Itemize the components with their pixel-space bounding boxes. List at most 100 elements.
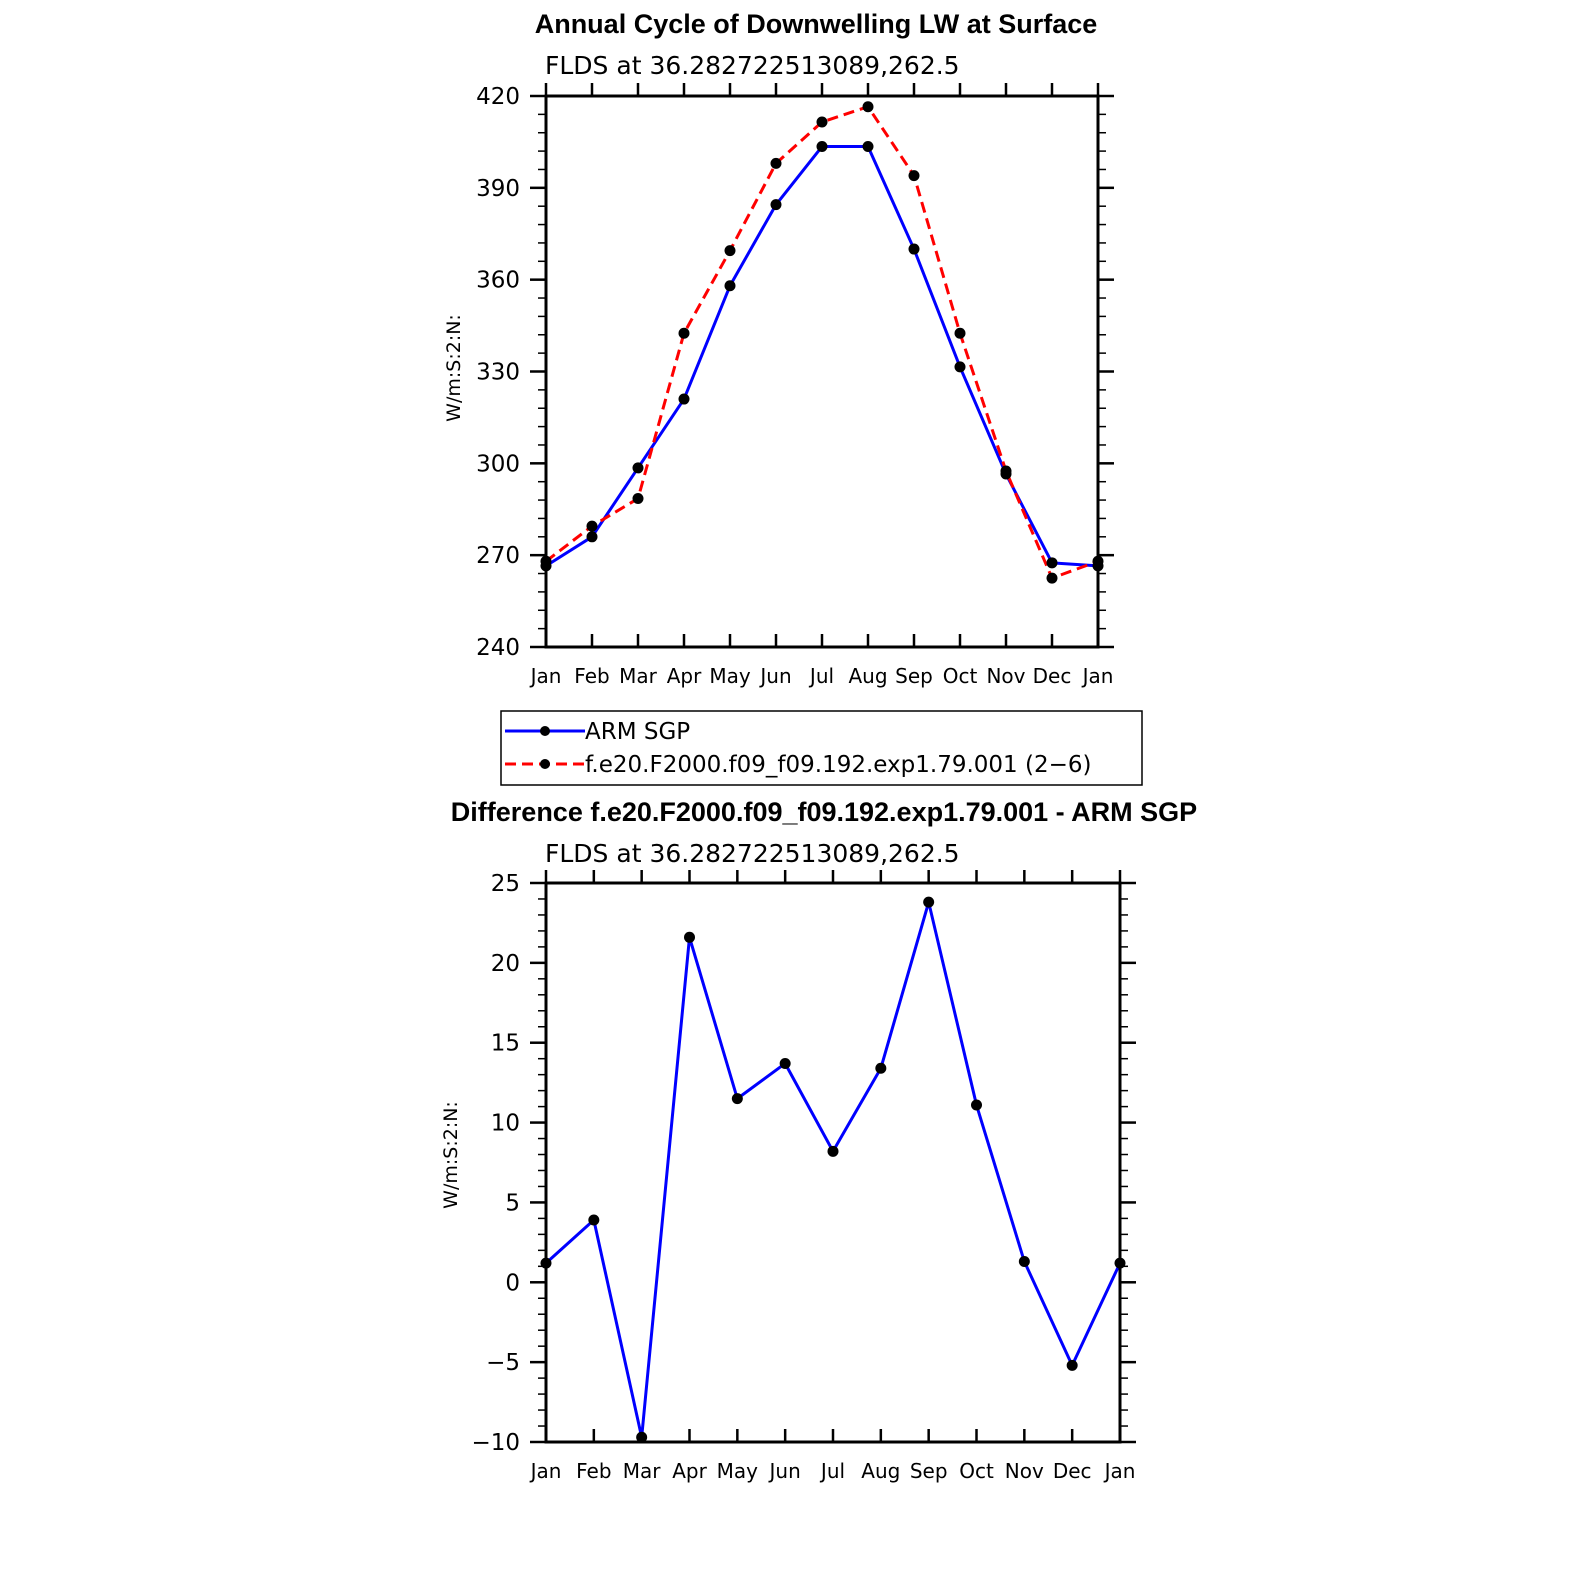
plot-series — [540, 896, 1126, 1443]
x-tick-label: Jun — [768, 1459, 801, 1483]
data-point — [678, 327, 690, 339]
data-point — [1000, 465, 1012, 477]
y-tick-labels: −10 −5 0 5 10 15 20 25 — [471, 871, 520, 1456]
x-tick-label: Jul — [819, 1459, 845, 1483]
x-tick-label: Jan — [1081, 664, 1114, 688]
data-point — [954, 327, 966, 339]
data-point — [632, 493, 644, 505]
chart-subtitle: FLDS at 36.282722513089,262.5 — [545, 839, 960, 868]
data-point — [862, 101, 874, 113]
y-tick-label: 270 — [476, 543, 520, 569]
x-tick-label: Jan — [1103, 1459, 1136, 1483]
legend-marker — [540, 726, 550, 736]
series-line-0 — [544, 900, 1122, 1439]
data-point — [954, 361, 966, 373]
x-tick-label: Jan — [529, 664, 562, 688]
x-tick-label: Dec — [1033, 664, 1072, 688]
legend-label: f.e20.F2000.f09_f09.192.exp1.79.001 (2−6… — [585, 752, 1091, 778]
y-tick-label: 390 — [476, 176, 520, 202]
data-point — [636, 1431, 648, 1443]
data-point — [770, 199, 782, 211]
y-tick-label: 15 — [491, 1031, 520, 1057]
data-point — [770, 157, 782, 169]
y-tick-label: −10 — [471, 1430, 520, 1456]
data-point — [816, 116, 828, 128]
x-tick-label: Jul — [808, 664, 834, 688]
chart-subtitle: FLDS at 36.282722513089,262.5 — [545, 51, 960, 80]
plot-frame — [544, 881, 1122, 1444]
x-tick-label: May — [709, 664, 751, 688]
data-point — [923, 896, 935, 908]
data-point — [862, 141, 874, 153]
data-point — [724, 280, 736, 292]
data-point — [724, 245, 736, 257]
data-point — [827, 1145, 839, 1157]
x-tick-labels: Jan Feb Mar Apr May Jun Jul Aug Sep Oct Nov Dec Jan — [529, 664, 1114, 688]
x-tick-label: Oct — [943, 664, 978, 688]
data-point — [586, 531, 598, 543]
y-axis-label: W/m:S:2:N: — [440, 1101, 462, 1209]
data-point — [588, 1214, 600, 1226]
data-point — [908, 170, 920, 182]
axis-ticks — [530, 83, 1114, 649]
x-tick-label: Mar — [619, 664, 658, 688]
legend-item-arm-sgp: ARM SGP — [505, 719, 690, 745]
y-tick-label: −5 — [486, 1350, 520, 1376]
series-line-0 — [545, 145, 1099, 568]
y-tick-label: 10 — [491, 1111, 520, 1137]
y-tick-label: 300 — [476, 451, 520, 477]
data-point — [1046, 572, 1058, 584]
plot-frame — [544, 94, 1100, 649]
data-point — [908, 243, 920, 255]
legend-box — [500, 710, 1143, 786]
x-tick-label: Sep — [910, 1459, 948, 1483]
x-tick-label: Dec — [1053, 1459, 1092, 1483]
x-tick-label: Jan — [529, 1459, 562, 1483]
y-tick-label: 360 — [476, 268, 520, 294]
x-tick-label: Sep — [895, 664, 933, 688]
legend-marker — [540, 759, 550, 769]
y-tick-label: 420 — [476, 84, 520, 110]
x-tick-label: Feb — [574, 664, 609, 688]
x-tick-label: Aug — [861, 1459, 900, 1483]
data-point — [731, 1093, 743, 1105]
data-point — [816, 141, 828, 153]
legend: ARM SGP f.e20.F2000.f09_f09.192.exp1.79.… — [500, 710, 1143, 786]
data-point — [632, 462, 644, 474]
x-tick-label: Feb — [576, 1459, 611, 1483]
x-tick-label: Apr — [672, 1459, 707, 1483]
plot-series — [540, 101, 1104, 584]
data-point — [1046, 557, 1058, 569]
x-tick-label: Jun — [758, 664, 791, 688]
data-point — [779, 1057, 791, 1069]
x-tick-label: Oct — [959, 1459, 994, 1483]
y-tick-label: 20 — [491, 951, 520, 977]
x-tick-labels: Jan Feb Mar Apr May Jun Jul Aug Sep Oct Nov Dec Jan — [529, 1459, 1136, 1483]
x-tick-label: Mar — [623, 1459, 662, 1483]
data-point — [875, 1062, 887, 1074]
legend-item-model: f.e20.F2000.f09_f09.192.exp1.79.001 (2−6… — [505, 752, 1091, 778]
x-tick-label: Nov — [1005, 1459, 1044, 1483]
panel-difference: Difference f.e20.F2000.f09_f09.192.exp1.… — [440, 797, 1197, 1483]
data-point — [586, 520, 598, 532]
x-tick-label: Apr — [667, 664, 702, 688]
y-tick-label: 0 — [505, 1270, 520, 1296]
chart-title: Difference f.e20.F2000.f09_f09.192.exp1.… — [451, 797, 1197, 827]
chart-title: Annual Cycle of Downwelling LW at Surfac… — [535, 9, 1098, 39]
data-point — [678, 393, 690, 405]
data-point — [971, 1099, 982, 1111]
y-tick-label: 25 — [491, 871, 520, 897]
y-tick-labels: 240 270 300 330 360 390 420 — [476, 84, 520, 661]
y-tick-label: 5 — [505, 1190, 520, 1216]
panel-annual-cycle: Annual Cycle of Downwelling LW at Surfac… — [443, 9, 1114, 688]
x-tick-label: May — [717, 1459, 759, 1483]
data-point — [684, 931, 695, 943]
data-point — [1018, 1256, 1030, 1268]
x-tick-label: Aug — [848, 664, 887, 688]
y-tick-label: 330 — [476, 360, 520, 386]
y-tick-label: 240 — [476, 635, 520, 661]
x-tick-label: Nov — [986, 664, 1025, 688]
data-point — [1066, 1359, 1078, 1371]
legend-label: ARM SGP — [585, 719, 690, 745]
